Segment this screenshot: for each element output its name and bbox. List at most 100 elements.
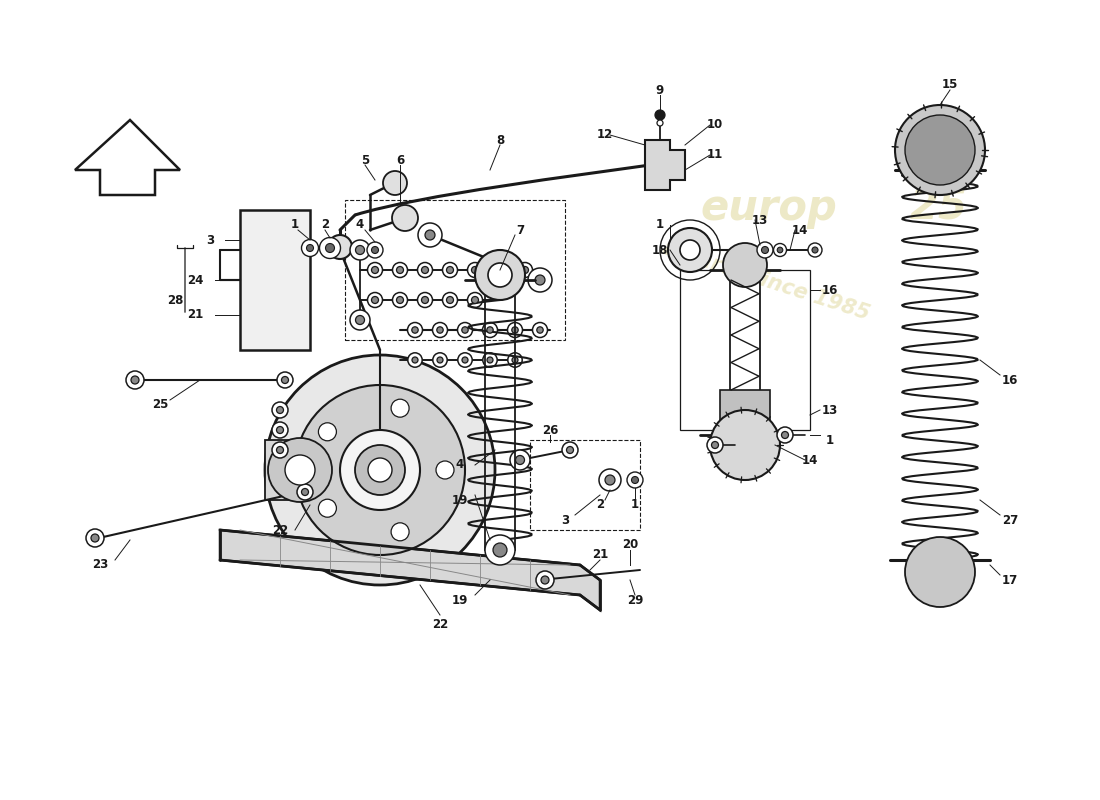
Circle shape	[295, 385, 465, 555]
Circle shape	[407, 322, 422, 338]
Text: 12: 12	[597, 129, 613, 142]
Text: 16: 16	[1002, 374, 1019, 386]
Circle shape	[493, 262, 507, 278]
Circle shape	[421, 266, 429, 274]
Circle shape	[537, 326, 543, 333]
Circle shape	[600, 469, 621, 491]
Text: 1: 1	[631, 498, 639, 511]
Circle shape	[437, 326, 443, 333]
Circle shape	[355, 315, 364, 325]
Circle shape	[418, 262, 432, 278]
Circle shape	[372, 246, 378, 254]
Circle shape	[277, 372, 293, 388]
Circle shape	[421, 297, 429, 303]
Circle shape	[318, 422, 337, 441]
Circle shape	[562, 442, 578, 458]
Circle shape	[905, 537, 975, 607]
Circle shape	[757, 242, 773, 258]
Text: 3: 3	[206, 234, 214, 246]
Text: 4: 4	[356, 218, 364, 231]
Circle shape	[487, 357, 493, 363]
Text: 1: 1	[290, 218, 299, 231]
Text: 2: 2	[596, 498, 604, 511]
Circle shape	[301, 489, 308, 495]
Circle shape	[472, 297, 478, 303]
Circle shape	[392, 523, 409, 541]
Circle shape	[516, 455, 525, 465]
Circle shape	[265, 355, 495, 585]
Text: 27: 27	[1002, 514, 1019, 526]
Circle shape	[483, 322, 497, 338]
Circle shape	[496, 266, 504, 274]
Bar	[345, 200, 565, 340]
Circle shape	[392, 399, 409, 417]
Circle shape	[425, 230, 435, 240]
Circle shape	[392, 205, 418, 231]
Circle shape	[86, 529, 104, 547]
Text: 14: 14	[802, 454, 818, 466]
Circle shape	[367, 262, 383, 278]
Bar	[720, 390, 770, 430]
Circle shape	[328, 235, 352, 259]
Text: 6: 6	[396, 154, 404, 166]
Circle shape	[393, 262, 407, 278]
Circle shape	[372, 266, 378, 274]
Polygon shape	[645, 140, 685, 190]
Polygon shape	[220, 530, 600, 610]
Circle shape	[532, 322, 548, 338]
Circle shape	[272, 422, 288, 438]
Circle shape	[472, 266, 478, 274]
Text: 15: 15	[942, 78, 958, 91]
Circle shape	[458, 353, 472, 367]
Circle shape	[432, 322, 448, 338]
Circle shape	[307, 245, 314, 251]
Text: 4: 4	[455, 458, 464, 471]
Circle shape	[442, 262, 458, 278]
Text: 2: 2	[321, 218, 329, 231]
Circle shape	[272, 402, 288, 418]
Circle shape	[131, 376, 139, 384]
Text: 22: 22	[272, 523, 288, 537]
Text: 28: 28	[167, 294, 184, 306]
Circle shape	[318, 499, 337, 518]
Circle shape	[396, 297, 404, 303]
Circle shape	[487, 326, 493, 333]
Text: 18: 18	[652, 243, 668, 257]
Circle shape	[541, 576, 549, 584]
Bar	[680, 270, 810, 430]
Text: 1: 1	[826, 434, 834, 446]
Text: 25: 25	[910, 187, 968, 229]
Circle shape	[680, 240, 700, 260]
Circle shape	[367, 242, 383, 258]
Circle shape	[512, 357, 518, 363]
Circle shape	[418, 223, 442, 247]
Circle shape	[485, 535, 515, 565]
Circle shape	[436, 461, 454, 479]
Text: 10: 10	[707, 118, 723, 131]
Circle shape	[367, 293, 383, 307]
Text: 20: 20	[621, 538, 638, 551]
Circle shape	[462, 357, 468, 363]
Circle shape	[396, 266, 404, 274]
Circle shape	[272, 442, 288, 458]
Circle shape	[408, 353, 422, 367]
Circle shape	[712, 442, 718, 449]
Circle shape	[517, 262, 532, 278]
Text: 25: 25	[152, 398, 168, 411]
Circle shape	[777, 427, 793, 443]
Text: 14: 14	[792, 223, 808, 237]
Circle shape	[276, 406, 284, 414]
Circle shape	[282, 377, 288, 383]
Circle shape	[355, 246, 364, 254]
Circle shape	[475, 250, 525, 300]
Text: 13: 13	[752, 214, 768, 226]
Text: 29: 29	[627, 594, 644, 606]
Circle shape	[432, 353, 448, 367]
Circle shape	[355, 445, 405, 495]
Text: 26: 26	[542, 423, 558, 437]
Circle shape	[707, 437, 723, 453]
Bar	[530, 440, 640, 530]
Text: 21: 21	[187, 309, 204, 322]
Circle shape	[761, 246, 769, 254]
Text: 5: 5	[361, 154, 370, 166]
